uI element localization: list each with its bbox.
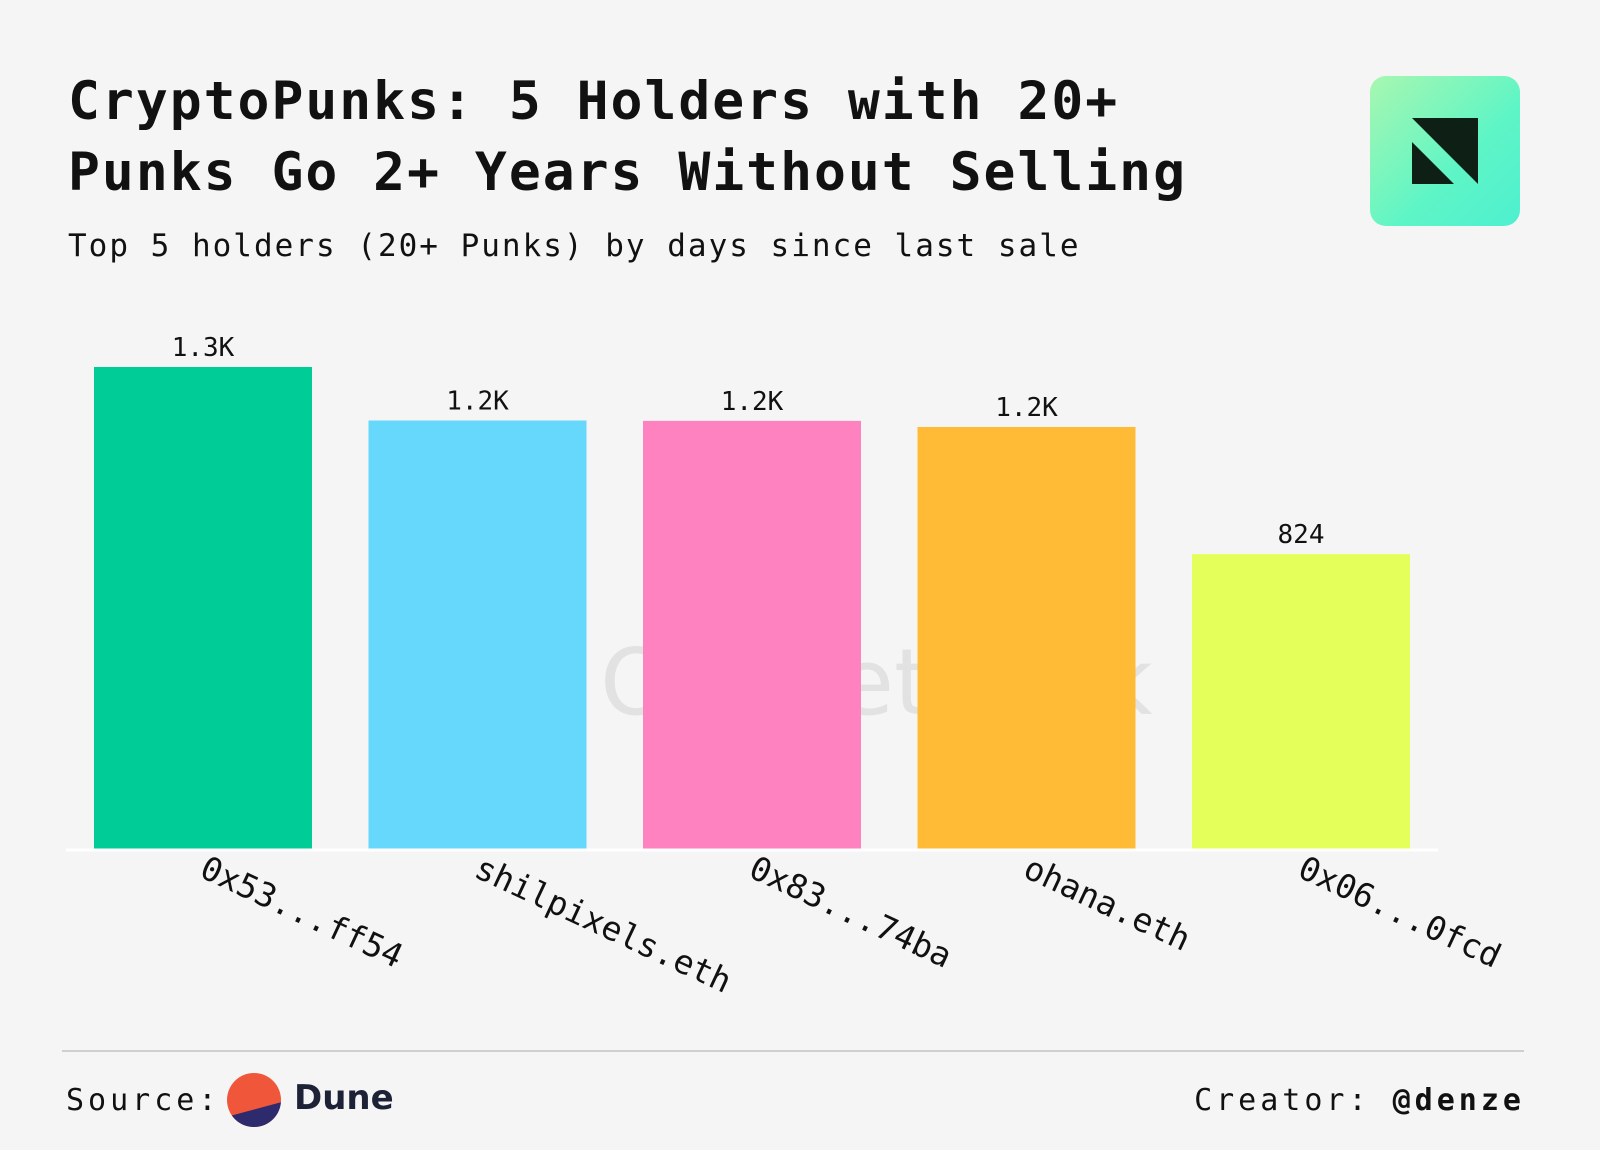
bar-2 — [368, 420, 587, 850]
bar-1 — [94, 367, 312, 850]
category-label-2: shilpixels.eth — [469, 848, 738, 1001]
creator-label: Creator: — [1194, 1083, 1371, 1118]
data-label-3: 1.2K — [721, 387, 784, 417]
category-label-1: 0x53...ff54 — [195, 848, 410, 976]
dune-logo-icon — [227, 1073, 281, 1127]
chart-title: CryptoPunks: 5 Holders with 20+ Punks Go… — [68, 71, 1187, 203]
category-label-4: ohana.eth — [1018, 848, 1197, 959]
footer-divider — [62, 1050, 1524, 1052]
data-label-1: 1.3K — [172, 333, 235, 363]
creator-handle: @denze — [1392, 1083, 1525, 1118]
bar-3 — [643, 420, 861, 850]
creator-credit: Creator: @denze — [1194, 1083, 1525, 1118]
bar-5 — [1192, 554, 1410, 850]
data-label-4: 1.2K — [995, 393, 1058, 423]
source-name: Dune — [294, 1078, 394, 1118]
bar-chart: OurNetwork 1.3K0x53...ff541.2Kshilpixels… — [66, 333, 1508, 1001]
data-label-2: 1.2K — [446, 387, 509, 417]
ournetwork-logo-icon — [1370, 76, 1520, 226]
source-label: Source: — [66, 1083, 221, 1118]
category-label-5: 0x06...0fcd — [1293, 848, 1508, 976]
bar-4 — [917, 426, 1136, 850]
chart-subtitle: Top 5 holders (20+ Punks) by days since … — [68, 228, 1081, 264]
data-label-5: 824 — [1278, 520, 1325, 550]
category-label-3: 0x83...74ba — [744, 848, 959, 976]
